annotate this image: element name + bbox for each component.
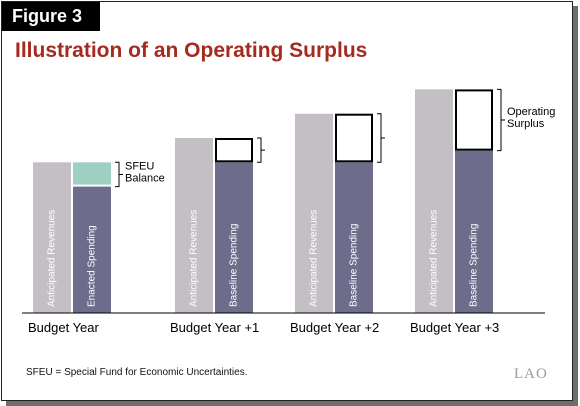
category-label: Budget Year +3 [410, 320, 499, 335]
spending-bar [73, 186, 111, 313]
category-label: Budget Year [28, 320, 100, 335]
revenue-bar [295, 113, 333, 313]
figure-label: Figure 3 [2, 2, 100, 31]
operating-surplus-box [215, 138, 253, 163]
revenue-bar-label: Anticipated Revenues [309, 210, 320, 307]
spending-bar [215, 162, 253, 313]
spending-bar-label: Baseline Spending [469, 224, 480, 307]
chart-title: Illustration of an Operating Surplus [15, 39, 368, 62]
revenue-bar [415, 89, 453, 313]
revenue-bar [175, 138, 213, 313]
revenue-bar-label: Anticipated Revenues [189, 210, 200, 307]
category-label: Budget Year +1 [170, 320, 259, 335]
annotation-label: SFEU Balance [125, 160, 165, 184]
category-label: Budget Year +2 [290, 320, 379, 335]
gap-bracket [377, 113, 385, 163]
revenue-bar [33, 162, 71, 313]
annotation-label: Operating Surplus [507, 106, 555, 130]
revenue-bar-label: Anticipated Revenues [429, 210, 440, 307]
spending-bar-label: Enacted Spending [87, 225, 98, 307]
gap-bracket [497, 88, 505, 152]
revenue-bar-label: Anticipated Revenues [47, 210, 58, 307]
spending-bar-label: Baseline Spending [349, 224, 360, 307]
gap-bracket [257, 137, 265, 163]
gap-bracket [115, 161, 123, 188]
chart-plot: Anticipated Revenues Enacted Spending Budg… [22, 88, 555, 335]
operating-surplus-box [335, 113, 373, 163]
spending-bar [335, 162, 373, 313]
spending-bar-label: Baseline Spending [229, 224, 240, 307]
lao-logo: LAO [514, 366, 548, 382]
sfeu-balance-segment [73, 162, 111, 185]
spending-bar [455, 150, 493, 313]
footnote: SFEU = Special Fund for Economic Uncerta… [26, 367, 248, 378]
operating-surplus-box [455, 89, 493, 151]
